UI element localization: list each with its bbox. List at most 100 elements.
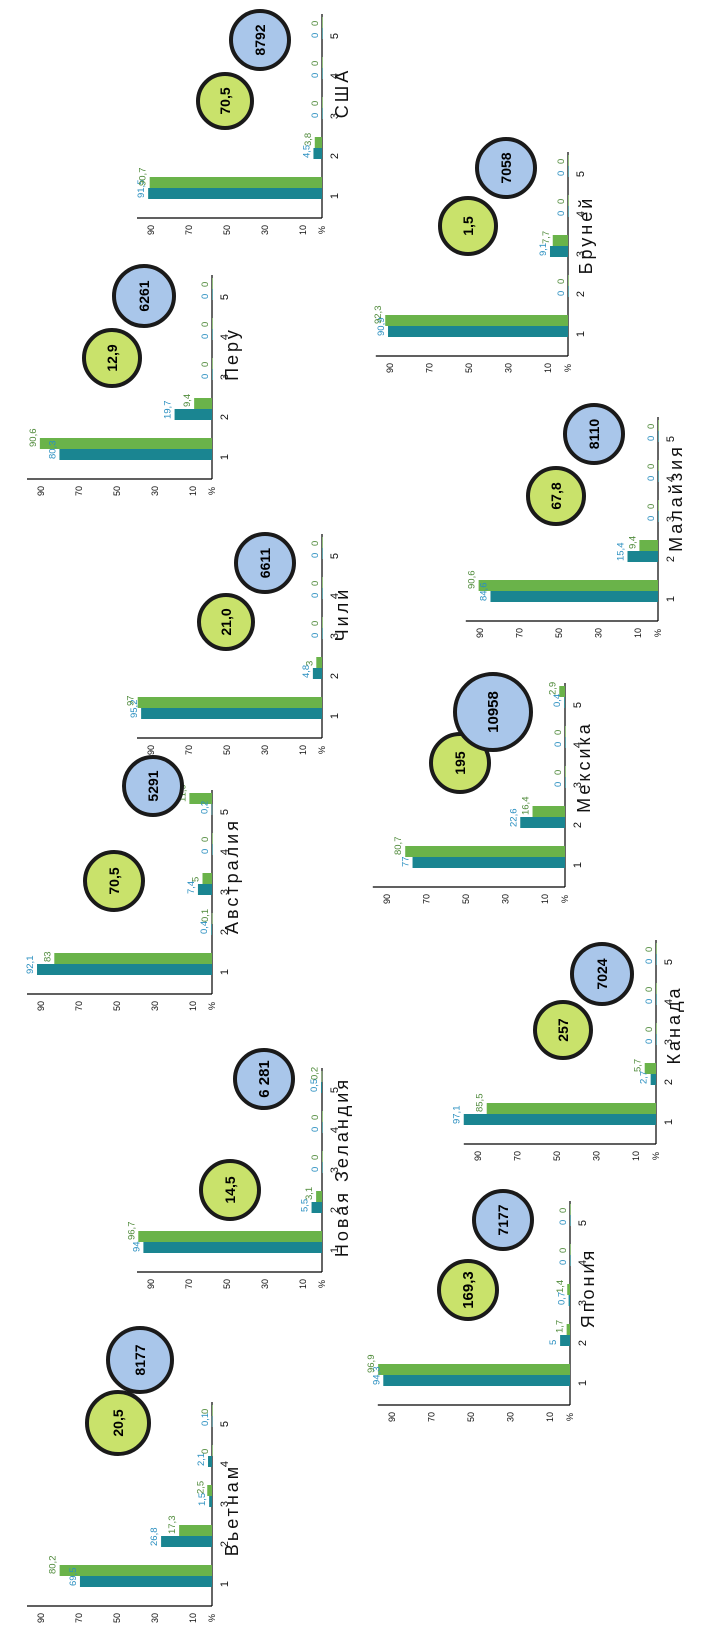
data-label-series-1: 26,8: [149, 1528, 160, 1547]
bar-series-1: [627, 551, 658, 562]
bar-series-1: [209, 1496, 212, 1507]
data-label-series-2: 1,7: [555, 1320, 566, 1333]
data-label-series-2: 0: [310, 61, 321, 66]
badge-green-circle: [85, 1390, 151, 1456]
badge-green-value: 257: [555, 1018, 571, 1042]
data-label-series-1: 2,1: [196, 1453, 207, 1466]
category-tick-label: 5: [575, 171, 587, 177]
data-label-series-2: 83: [42, 951, 53, 962]
value-tick-label: %: [651, 1152, 661, 1160]
bar-series-2: [212, 278, 213, 289]
data-label-series-2: 96,7: [126, 1222, 137, 1241]
value-tick-label: 50: [112, 1613, 122, 1623]
value-tick-label: 10: [298, 225, 308, 235]
bar-series-1: [312, 668, 322, 679]
data-label-series-2: 0: [310, 621, 321, 626]
bar-series-2: [189, 793, 212, 804]
value-tick-label: %: [653, 629, 663, 637]
badge-green-circle: [437, 1259, 499, 1321]
data-label-series-2: 96,9: [366, 1355, 377, 1374]
bar-series-1: [313, 148, 322, 159]
value-tick-label: 50: [464, 363, 474, 373]
data-label-series-1: 0,4: [552, 694, 563, 707]
badge-green-circle: [526, 466, 586, 526]
data-label-series-1: 0,2: [200, 801, 211, 814]
bar-series-2: [322, 537, 323, 548]
badge-blue-circle: [475, 137, 537, 199]
bar-series-2: [486, 1103, 656, 1114]
data-label-series-1: 0: [200, 849, 211, 854]
bar-series-2: [194, 398, 212, 409]
bar-series-2: [179, 1525, 212, 1536]
data-label-series-2: 85,5: [475, 1094, 486, 1113]
bar-series-1: [565, 777, 566, 788]
data-label-series-1: 90,9: [376, 318, 387, 337]
value-tick-label: 30: [504, 363, 514, 373]
data-label-series-2: 80,7: [393, 837, 404, 856]
data-label-series-2: 0: [558, 1208, 569, 1213]
data-label-series-2: 0,2: [310, 1067, 321, 1080]
value-tick-label: %: [560, 895, 570, 903]
data-label-series-2: 0: [310, 581, 321, 586]
data-label-series-2: 0: [200, 837, 211, 842]
value-tick-label: 50: [222, 1279, 232, 1289]
data-label-series-2: 92,3: [373, 306, 384, 325]
data-label-series-1: 0: [558, 1260, 569, 1265]
bar-series-1: [388, 326, 568, 337]
value-tick-label: 50: [466, 1412, 476, 1422]
data-label-series-2: 3: [304, 661, 315, 666]
data-label-series-1: 0: [646, 476, 657, 481]
bar-series-2: [54, 953, 212, 964]
bar-series-1: [143, 1242, 322, 1253]
bar-series-2: [137, 697, 322, 708]
badge-blue-value: 7058: [498, 152, 514, 183]
value-tick-label: 90: [475, 628, 485, 638]
data-label-series-2: 17,3: [167, 1516, 178, 1535]
bar-series-1: [141, 708, 322, 719]
bar-series-1: [568, 206, 569, 217]
data-label-series-1: 0: [644, 1039, 655, 1044]
bar-series-2: [207, 1485, 212, 1496]
bar-series-1: [322, 1162, 323, 1173]
badge-green-value: 70,5: [217, 87, 233, 114]
bar-series-2: [570, 1244, 571, 1255]
data-label-series-2: 0: [558, 1248, 569, 1253]
bar-series-1: [321, 1082, 322, 1093]
bar-series-1: [463, 1114, 656, 1125]
data-label-series-2: 5: [191, 877, 202, 882]
value-tick-label: 50: [222, 225, 232, 235]
value-tick-label: %: [207, 487, 217, 495]
bar-series-2: [568, 275, 569, 286]
value-tick-label: 90: [473, 1151, 483, 1161]
badge-blue-value: 6261: [136, 280, 152, 311]
category-tick-label: 4: [572, 742, 584, 748]
value-tick-label: 10: [633, 628, 643, 638]
bar-series-1: [211, 1416, 213, 1427]
badge-green-circle: [199, 1159, 261, 1221]
data-label-series-1: 80,3: [47, 441, 58, 460]
value-tick-label: 70: [426, 1412, 436, 1422]
data-label-series-1: 19,7: [163, 401, 174, 420]
value-tick-label: 10: [540, 894, 550, 904]
bar-series-1: [211, 924, 212, 935]
category-tick-label: 5: [577, 1220, 589, 1226]
bar-series-2: [211, 913, 213, 924]
value-tick-label: 70: [74, 1613, 84, 1623]
category-tick-label: 1: [665, 596, 677, 602]
value-tick-label: 90: [36, 1613, 46, 1623]
bar-series-2: [322, 57, 323, 68]
value-tick-label: 90: [146, 1279, 156, 1289]
chart-1: %1030507090169,580,2226,817,331,52,542,1…: [27, 1326, 242, 1623]
chart-title: Канада: [664, 986, 684, 1065]
data-label-series-2: 0: [646, 504, 657, 509]
data-label-series-2: 2,9: [547, 682, 558, 695]
value-tick-label: %: [317, 746, 327, 754]
bar-series-2: [656, 1023, 657, 1034]
data-label-series-1: 0: [646, 436, 657, 441]
data-label-series-2: 0,1: [200, 909, 211, 922]
bar-series-2: [570, 1204, 571, 1215]
bar-series-1: [322, 588, 323, 599]
data-label-series-1: 4,5: [301, 145, 312, 158]
value-tick-label: 70: [74, 1001, 84, 1011]
